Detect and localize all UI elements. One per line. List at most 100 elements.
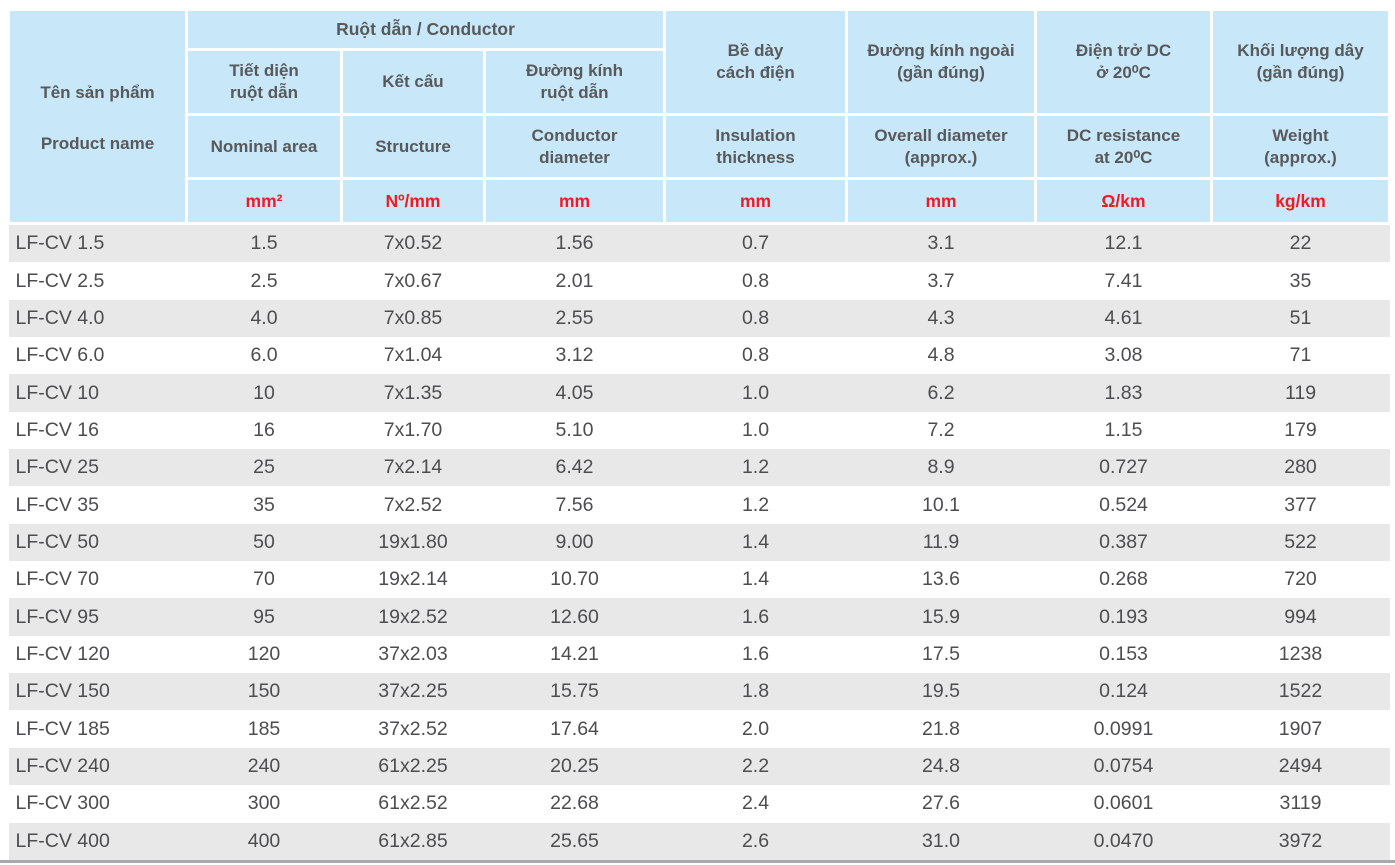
unit-conductor-diameter: mm	[483, 177, 666, 225]
product-name-cell: LF-CV 95	[15, 605, 99, 628]
value-cell: 16	[253, 418, 275, 441]
value-cell: 0.7	[741, 232, 770, 255]
header-conductor-diameter-vi: Đường kính ruột dẫn	[483, 48, 666, 116]
value-cell: 51	[1289, 306, 1312, 329]
value-cell: 3119	[1279, 792, 1322, 815]
product-name-cell: LF-CV 240	[15, 754, 110, 777]
value-cell: 7x1.70	[383, 418, 443, 441]
value-cell: 37x2.52	[378, 717, 448, 740]
value-cell: 37x2.03	[378, 642, 448, 665]
table-row: LF-CV 95 95 19x2.52 12.60 1.6 15.9 0.193 994	[8, 598, 1390, 636]
value-cell: 95	[253, 605, 275, 628]
value-cell: 3.12	[555, 344, 594, 367]
header-product-name: Tên sản phẩm Product name	[7, 8, 188, 225]
value-cell: 280	[1284, 456, 1317, 479]
table-bottom-rule	[0, 859, 1395, 863]
value-cell: 25.65	[550, 829, 599, 852]
value-cell: 6.0	[250, 344, 278, 367]
value-cell: 12.60	[550, 605, 599, 628]
value-cell: 7x1.04	[383, 344, 443, 367]
value-cell: 0.8	[741, 344, 770, 367]
header-nominal-area-en: Nominal area	[185, 113, 343, 180]
value-cell: 300	[247, 792, 281, 815]
value-cell: 0.0991	[1093, 717, 1154, 740]
value-cell: 15.75	[550, 680, 599, 703]
value-cell: 19x1.80	[378, 530, 448, 553]
table-row: LF-CV 240 240 61x2.25 20.25 2.2 24.8 0.0754 249…	[8, 747, 1390, 786]
value-cell: 61x2.25	[378, 754, 448, 777]
value-cell: 50	[253, 530, 275, 553]
value-cell: 19.5	[922, 680, 960, 703]
value-cell: 0.8	[741, 306, 770, 329]
product-name-cell: LF-CV 150	[15, 680, 110, 703]
value-cell: 17.64	[550, 717, 599, 740]
value-cell: 1.4	[741, 530, 770, 553]
value-cell: 4.8	[927, 344, 955, 367]
value-cell: 1.2	[741, 456, 770, 479]
header-row-english: Nominal area Structure Conductor diamete…	[9, 113, 1391, 180]
product-name-cell: LF-CV 400	[15, 829, 110, 852]
value-cell: 35	[1289, 269, 1312, 292]
value-cell: 0.524	[1099, 493, 1148, 516]
product-name-cell: LF-CV 185	[15, 717, 110, 740]
header-structure-en: Structure	[340, 113, 486, 180]
value-cell: 4.0	[250, 306, 278, 329]
value-cell: 1.0	[741, 381, 770, 404]
value-cell: 1238	[1278, 642, 1323, 665]
table-row: LF-CV 35 35 7x2.52 7.56 1.2 10.1 0.524 377	[8, 486, 1390, 524]
product-name-cell: LF-CV 50	[15, 530, 99, 553]
value-cell: 7x0.52	[383, 232, 443, 255]
value-cell: 9.00	[555, 530, 594, 553]
value-cell: 12.1	[1104, 232, 1143, 255]
value-cell: 20.25	[550, 754, 599, 777]
value-cell: 22	[1289, 232, 1312, 255]
value-cell: 15.9	[922, 605, 960, 628]
table-row: LF-CV 400 400 61x2.85 25.65 2.6 31.0 0.0470 397…	[8, 822, 1390, 860]
table-row: LF-CV 25 25 7x2.14 6.42 1.2 8.9 0.727 280	[8, 449, 1390, 487]
value-cell: 1.5	[250, 232, 278, 255]
value-cell: 120	[247, 642, 281, 665]
value-cell: 179	[1284, 418, 1317, 441]
header-product-name-inner: Tên sản phẩm Product name	[10, 78, 185, 155]
value-cell: 1.8	[741, 680, 770, 703]
value-cell: 400	[247, 829, 281, 852]
header-row-units: mm² Nº/mm mm mm mm Ω/km kg/km	[9, 177, 1391, 225]
value-cell: 8.9	[927, 456, 955, 479]
header-structure-vi: Kết cấu	[340, 48, 486, 116]
table-header: Tên sản phẩm Product name Ruột dẫn / Con…	[7, 8, 1391, 225]
value-cell: 1.6	[741, 642, 770, 665]
value-cell: 0.8	[741, 269, 770, 292]
value-cell: 0.387	[1099, 530, 1148, 553]
value-cell: 3.7	[927, 269, 955, 292]
product-name-cell: LF-CV 35	[15, 493, 99, 516]
header-row-group: Tên sản phẩm Product name Ruột dẫn / Con…	[7, 8, 1391, 225]
header-product-name-vi: Tên sản phẩm	[40, 83, 155, 103]
header-insulation-thickness-en: Insulation thickness	[663, 113, 848, 180]
value-cell: 37x2.25	[378, 680, 448, 703]
value-cell: 2.01	[555, 269, 594, 292]
value-cell: 4.61	[1104, 306, 1143, 329]
value-cell: 24.8	[922, 754, 960, 777]
table-row: LF-CV 185 185 37x2.52 17.64 2.0 21.8 0.0991 190…	[8, 710, 1390, 748]
value-cell: 7.2	[927, 418, 955, 441]
value-cell: 3.1	[927, 232, 955, 255]
value-cell: 61x2.85	[378, 829, 448, 852]
value-cell: 1.6	[741, 605, 770, 628]
value-cell: 185	[247, 717, 281, 740]
unit-structure: Nº/mm	[340, 177, 486, 225]
product-name-cell: LF-CV 10	[15, 381, 99, 404]
value-cell: 0.193	[1099, 605, 1148, 628]
table-row: LF-CV 10 10 7x1.35 4.05 1.0 6.2 1.83 119	[8, 374, 1390, 412]
value-cell: 1.15	[1104, 418, 1143, 441]
value-cell: 6.2	[927, 381, 955, 404]
value-cell: 2494	[1278, 754, 1323, 777]
header-weight-en: Weight (approx.)	[1210, 113, 1391, 180]
value-cell: 10.70	[550, 568, 599, 591]
unit-insulation-thickness: mm	[663, 177, 848, 225]
header-overall-diameter-en: Overall diameter (approx.)	[845, 113, 1037, 180]
value-cell: 22.68	[550, 792, 599, 815]
value-cell: 4.05	[555, 381, 594, 404]
value-cell: 2.55	[555, 306, 594, 329]
value-cell: 2.4	[741, 792, 770, 815]
table-row: LF-CV 4.0 4.0 7x0.85 2.55 0.8 4.3 4.61 51	[8, 299, 1390, 338]
